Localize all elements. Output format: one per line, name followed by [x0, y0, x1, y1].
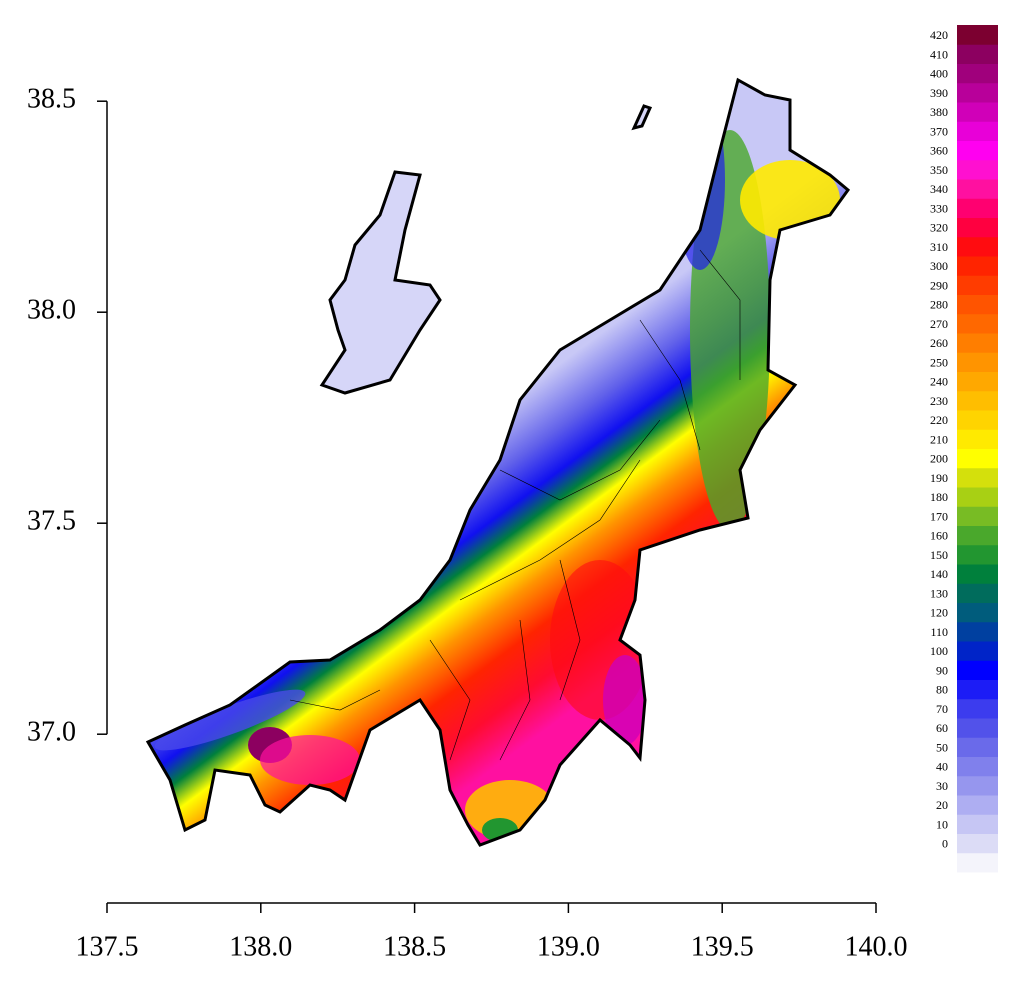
- colorbar-label: 90: [936, 663, 948, 677]
- colorbar-band: [957, 467, 998, 488]
- colorbar-band: [957, 833, 998, 854]
- colorbar-label: 370: [930, 124, 948, 138]
- colorbar-label: 40: [936, 760, 948, 774]
- colorbar-label: 260: [930, 336, 948, 350]
- colorbar-label: 0: [942, 837, 948, 851]
- colorbar-band: [957, 756, 998, 777]
- colorbar-band: [957, 506, 998, 526]
- colorbar-band: [957, 102, 998, 122]
- colorbar-band: [957, 159, 998, 180]
- colorbar-label: 10: [936, 817, 948, 831]
- colorbar-label: 290: [930, 278, 948, 292]
- colorbar-label: 330: [930, 201, 948, 215]
- colorbar-band: [957, 82, 998, 103]
- colorbar-band: [957, 256, 998, 276]
- colorbar-band: [957, 63, 998, 84]
- colorbar-label: 30: [936, 779, 948, 793]
- colorbar-label: 270: [930, 317, 948, 331]
- colorbar-band: [957, 602, 998, 623]
- colorbar-label: 170: [930, 509, 948, 523]
- x-tick-label: 140.0: [845, 931, 908, 962]
- colorbar-band: [957, 198, 998, 218]
- colorbar-band: [957, 564, 998, 584]
- colorbar-label: 420: [930, 28, 948, 42]
- colorbar-band: [957, 718, 998, 738]
- colorbar-label: 190: [930, 471, 948, 485]
- colorbar-band: [957, 621, 998, 642]
- colorbar-label: 400: [930, 67, 948, 81]
- colorbar-band: [957, 179, 998, 199]
- colorbar-label: 150: [930, 548, 948, 562]
- y-tick-label: 38.5: [27, 84, 76, 115]
- colorbar-band: [957, 775, 998, 796]
- colorbar-band: [957, 236, 998, 257]
- colorbar-label: 80: [936, 683, 948, 697]
- colorbar-label: 250: [930, 355, 948, 369]
- colorbar-band: [957, 487, 998, 507]
- colorbar-band: [957, 448, 998, 469]
- colorbar-label: 50: [936, 740, 948, 754]
- colorbar-band: [957, 852, 998, 873]
- colorbar-label: 70: [936, 702, 948, 716]
- colorbar-band: [957, 814, 998, 834]
- colorbar-label: 120: [930, 606, 948, 620]
- colorbar-label: 60: [936, 721, 948, 735]
- colorbar-label: 220: [930, 413, 948, 427]
- colorbar-label: 130: [930, 586, 948, 600]
- colorbar-band: [957, 660, 998, 680]
- colorbar-band: [957, 275, 998, 295]
- colorbar-label: 210: [930, 432, 948, 446]
- colorbar-band: [957, 390, 998, 411]
- colorbar-band: [957, 429, 998, 449]
- y-tick-label: 37.0: [27, 717, 76, 748]
- colorbar-label: 310: [930, 240, 948, 254]
- colorbar-label: 350: [930, 163, 948, 177]
- map-regions: [145, 77, 851, 847]
- colorbar-label: 160: [930, 529, 948, 543]
- colorbar-band: [957, 737, 998, 757]
- x-tick-label: 138.0: [229, 931, 292, 962]
- x-tick-label: 139.0: [537, 931, 600, 962]
- colorbar-label: 390: [930, 86, 948, 100]
- colorbar-label: 410: [930, 47, 948, 61]
- colorbar-label: 20: [936, 798, 948, 812]
- colorbar-label: 300: [930, 259, 948, 273]
- colorbar-band: [957, 698, 998, 719]
- colorbar-band: [957, 140, 998, 161]
- colorbar-band: [957, 313, 998, 334]
- colorbar-label: 110: [930, 625, 948, 639]
- colorbar-label: 280: [930, 298, 948, 312]
- colorbar-band: [957, 44, 998, 64]
- colorbar-band: [957, 371, 998, 392]
- x-tick-label: 139.5: [691, 931, 754, 962]
- colorbar-band: [957, 544, 998, 565]
- colorbar-band: [957, 795, 998, 815]
- colorbar-label: 380: [930, 105, 948, 119]
- colorbar-band: [957, 217, 998, 238]
- colorbar-label: 140: [930, 567, 948, 581]
- colorbar-band: [957, 525, 998, 546]
- colorbar-label: 200: [930, 452, 948, 466]
- colorbar-band: [957, 679, 998, 700]
- x-tick-label: 138.5: [383, 931, 446, 962]
- colorbar-band: [957, 352, 998, 372]
- y-tick-label: 38.0: [27, 295, 76, 326]
- colorbar-label: 100: [930, 644, 948, 658]
- colorbar-label: 180: [930, 490, 948, 504]
- colorbar-label: 240: [930, 375, 948, 389]
- colorbar-band: [957, 583, 998, 603]
- y-tick-label: 37.5: [27, 506, 76, 537]
- colorbar-band: [957, 294, 998, 315]
- colorbar-band: [957, 333, 998, 353]
- colorbar-band: [957, 25, 998, 45]
- colorbar-label: 320: [930, 221, 948, 235]
- colorbar-label: 360: [930, 144, 948, 158]
- colorbar-band: [957, 121, 998, 141]
- colorbar-band: [957, 641, 998, 661]
- x-tick-label: 137.5: [76, 931, 139, 962]
- colorbar-band: [957, 410, 998, 430]
- colorbar-label: 230: [930, 394, 948, 408]
- colorbar-label: 340: [930, 182, 948, 196]
